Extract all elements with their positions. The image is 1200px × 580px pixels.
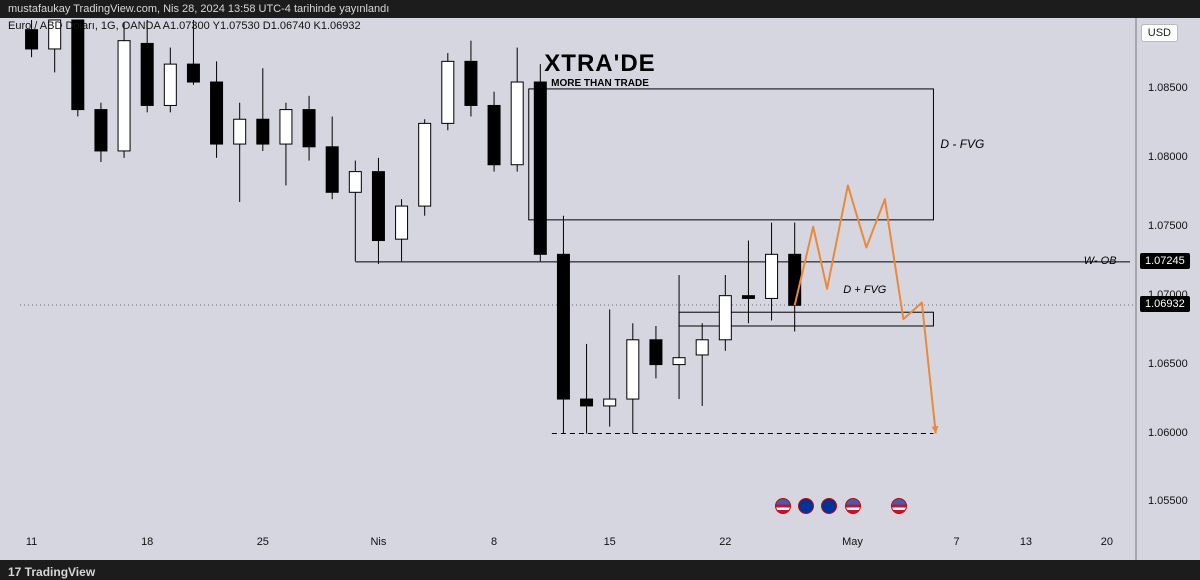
bottom-bar	[0, 560, 1200, 580]
chart-annotation: D - FVG	[940, 137, 984, 151]
tradingview-logo: 17 TradingView	[8, 565, 95, 579]
chart-annotation: W- OB	[1084, 255, 1117, 267]
y-axis-tick: 1.05500	[1148, 495, 1188, 507]
publish-info-bar: mustafaukay TradingView.com, Nis 28, 202…	[0, 0, 1200, 18]
x-axis-tick: 11	[26, 536, 37, 548]
x-axis-tick: 15	[604, 536, 616, 548]
y-axis-tick: 1.06000	[1148, 427, 1188, 439]
watermark-title: XTRA'DE	[0, 50, 1200, 78]
price-axis-tag: 1.06932	[1140, 296, 1190, 312]
x-axis-tick: 20	[1101, 536, 1113, 548]
currency-badge[interactable]: USD	[1141, 24, 1178, 42]
x-axis-tick: 8	[491, 536, 497, 548]
chart-annotation: D + FVG	[843, 284, 886, 296]
x-axis-tick: 18	[141, 536, 153, 548]
event-flag-icon[interactable]	[845, 498, 861, 514]
y-axis-tick: 1.07500	[1148, 220, 1188, 232]
x-axis-tick: 25	[257, 536, 269, 548]
symbol-ohlc-readout: Euro / ABD Doları, 1G, OANDA A1.07300 Y1…	[8, 20, 361, 32]
x-axis-tick: 22	[719, 536, 731, 548]
y-axis-tick: 1.06500	[1148, 358, 1188, 370]
x-axis-tick: Nis	[370, 536, 386, 548]
event-flag-icon[interactable]	[891, 498, 907, 514]
event-flag-icon[interactable]	[775, 498, 791, 514]
x-axis-tick: 13	[1020, 536, 1032, 548]
y-axis-tick: 1.08500	[1148, 82, 1188, 94]
chart-frame: mustafaukay TradingView.com, Nis 28, 202…	[0, 0, 1200, 580]
x-axis-tick: 7	[954, 536, 960, 548]
y-axis-tick: 1.08000	[1148, 151, 1188, 163]
price-axis-tag: 1.07245	[1140, 253, 1190, 269]
watermark-subtitle: MORE THAN TRADE	[0, 78, 1200, 89]
x-axis-tick: May	[842, 536, 863, 548]
